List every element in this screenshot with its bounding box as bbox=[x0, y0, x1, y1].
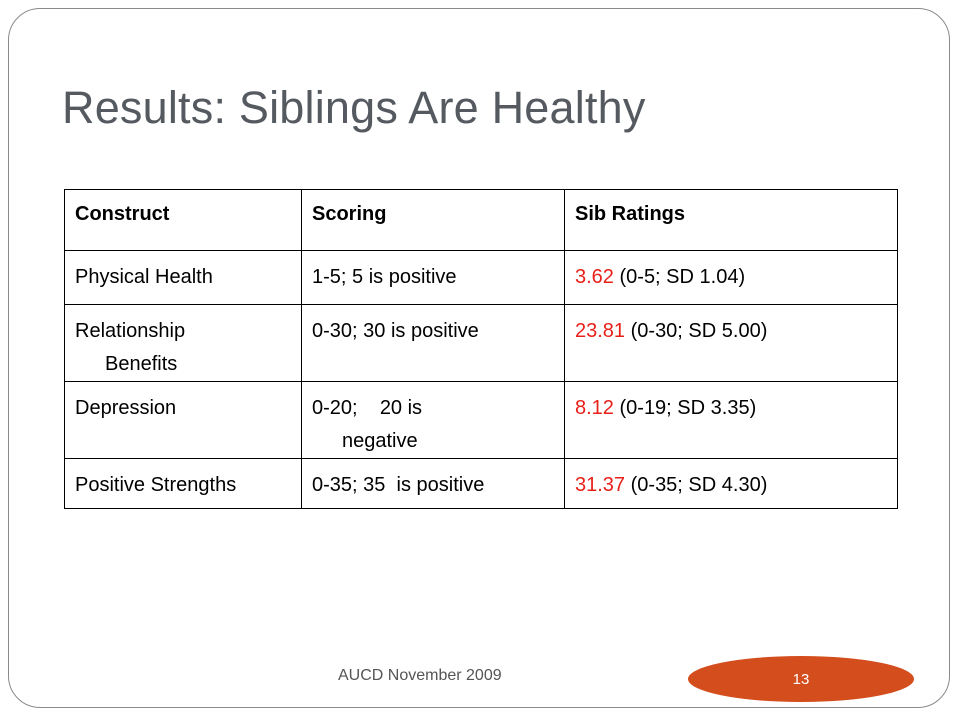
rating-detail: (0-19; SD 3.35) bbox=[613, 397, 757, 419]
slide-frame bbox=[8, 8, 950, 708]
page-number-badge: 13 bbox=[688, 656, 914, 702]
scoring-label: 0-35; 35 is positive bbox=[312, 474, 485, 496]
construct-label: Physical Health bbox=[75, 266, 213, 288]
table-row: Physical Health 1-5; 5 is positive 3.62 … bbox=[64, 250, 898, 305]
table-row: Depression 0-20; 20 is negative 8.12 (0-… bbox=[64, 381, 898, 459]
construct-cell: Depression bbox=[64, 381, 302, 459]
rating-detail: (0-5; SD 1.04) bbox=[613, 266, 746, 288]
rating-mean: 23.81 bbox=[575, 320, 626, 342]
results-table: Construct Scoring Sib Ratings Physical H… bbox=[64, 189, 898, 509]
rating-detail: (0-35; SD 4.30) bbox=[625, 474, 768, 496]
rating-cell: 8.12 (0-19; SD 3.35) bbox=[564, 381, 898, 459]
rating-cell: 23.81 (0-30; SD 5.00) bbox=[564, 304, 898, 382]
scoring-label-continued: negative bbox=[342, 430, 418, 452]
construct-cell: Relationship Benefits bbox=[64, 304, 302, 382]
scoring-cell: 0-20; 20 is negative bbox=[301, 381, 565, 459]
construct-label: Depression bbox=[75, 397, 177, 419]
header-construct: Construct bbox=[64, 189, 302, 251]
rating-mean: 8.12 bbox=[575, 397, 614, 419]
scoring-label: 0-30; 30 is positive bbox=[312, 320, 479, 342]
rating-cell: 31.37 (0-35; SD 4.30) bbox=[564, 458, 898, 509]
page-number: 13 bbox=[792, 670, 810, 688]
scoring-cell: 0-35; 35 is positive bbox=[301, 458, 565, 509]
rating-cell: 3.62 (0-5; SD 1.04) bbox=[564, 250, 898, 305]
header-scoring: Scoring bbox=[301, 189, 565, 251]
construct-cell: Positive Strengths bbox=[64, 458, 302, 509]
table-header-row: Construct Scoring Sib Ratings bbox=[64, 189, 898, 251]
scoring-cell: 0-30; 30 is positive bbox=[301, 304, 565, 382]
table-row: Relationship Benefits 0-30; 30 is positi… bbox=[64, 304, 898, 382]
header-sib-ratings: Sib Ratings bbox=[564, 189, 898, 251]
slide-footer: AUCD November 2009 bbox=[338, 667, 502, 684]
rating-mean: 3.62 bbox=[575, 266, 614, 288]
rating-detail: (0-30; SD 5.00) bbox=[625, 320, 768, 342]
slide-title: Results: Siblings Are Healthy bbox=[62, 82, 646, 133]
construct-cell: Physical Health bbox=[64, 250, 302, 305]
scoring-label: 1-5; 5 is positive bbox=[312, 266, 457, 288]
rating-mean: 31.37 bbox=[575, 474, 626, 496]
table-row: Positive Strengths 0-35; 35 is positive … bbox=[64, 458, 898, 509]
scoring-label: 0-20; 20 is bbox=[312, 397, 423, 419]
construct-label-continued: Benefits bbox=[105, 353, 178, 375]
scoring-cell: 1-5; 5 is positive bbox=[301, 250, 565, 305]
construct-label: Relationship bbox=[75, 320, 186, 342]
construct-label: Positive Strengths bbox=[75, 474, 237, 496]
